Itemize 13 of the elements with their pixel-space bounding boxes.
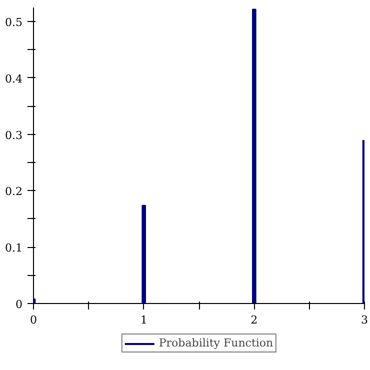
x-tick-label: 1 [140, 314, 148, 326]
y-tick-label: 0.5 [5, 16, 23, 30]
x-tick-label: 2 [250, 314, 258, 326]
bar [252, 8, 256, 304]
bar [142, 204, 146, 304]
y-tick-label: 0.2 [5, 185, 23, 198]
x-tick-label: 3 [361, 314, 368, 326]
y-tick-label: 0 [16, 298, 22, 311]
legend-label: Probability Function [158, 336, 274, 350]
y-tick-label: 0.4 [5, 72, 23, 86]
x-tick-label: 0 [30, 314, 37, 326]
y-tick-label: 0.1 [5, 242, 23, 255]
y-tick-label: 0.3 [5, 128, 23, 142]
